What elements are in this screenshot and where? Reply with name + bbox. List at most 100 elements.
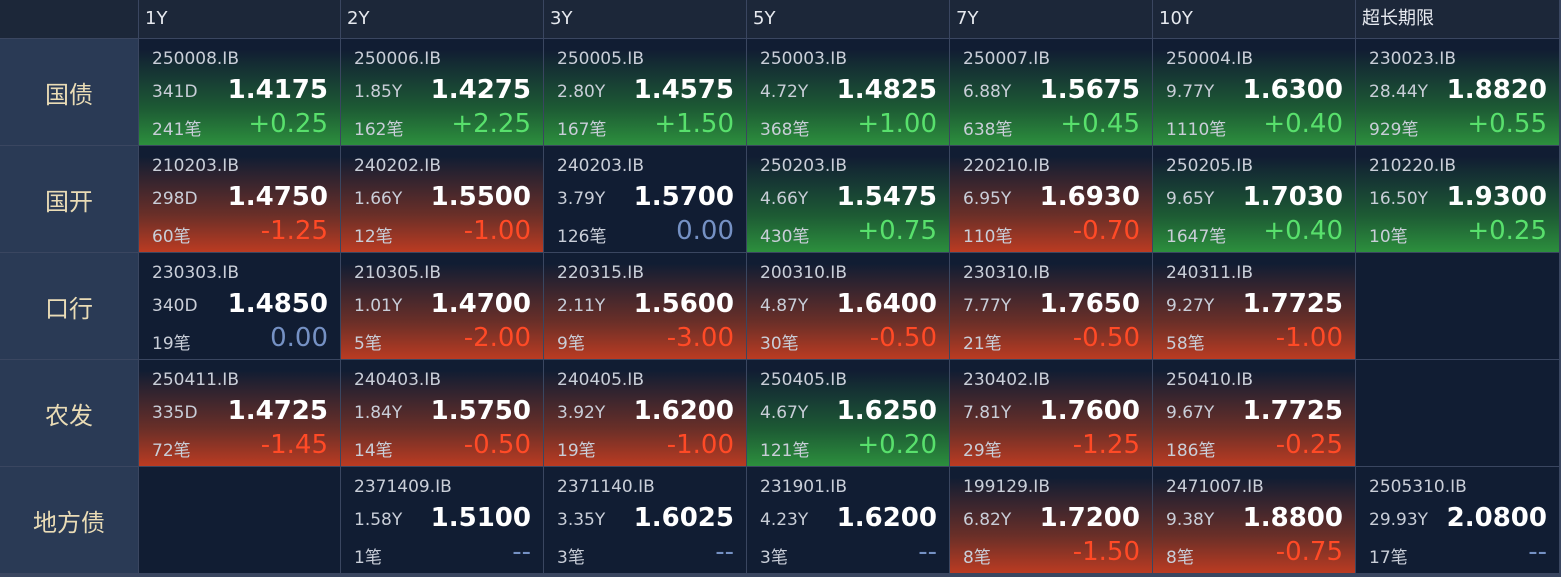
quote-cell[interactable]: 230303.IB 340D 1.4850 19笔 0.00	[139, 253, 340, 359]
yield-change: 0.00	[676, 216, 734, 246]
empty-cell	[1356, 253, 1559, 359]
quote-cell[interactable]: 240311.IB 9.27Y 1.7725 58笔 -1.00	[1153, 253, 1355, 359]
yield-change: -1.25	[260, 216, 328, 246]
remaining-term: 341D	[152, 82, 198, 102]
quote-cell[interactable]: 200310.IB 4.87Y 1.6400 30笔 -0.50	[747, 253, 949, 359]
remaining-term: 29.93Y	[1369, 510, 1429, 530]
column-header: 超长期限	[1356, 0, 1559, 38]
empty-cell	[139, 467, 340, 573]
remaining-term: 1.84Y	[354, 403, 403, 423]
yield-change: +1.50	[654, 109, 734, 139]
yield-change: -1.50	[1072, 537, 1140, 567]
quote-cell[interactable]: 230402.IB 7.81Y 1.7600 29笔 -1.25	[950, 360, 1152, 466]
yield: 1.7725	[1242, 396, 1343, 426]
quote-cell[interactable]: 250008.IB 341D 1.4175 241笔 +0.25	[139, 39, 340, 145]
yield-change: +0.25	[248, 109, 328, 139]
quote-cell[interactable]: 2471007.IB 9.38Y 1.8800 8笔 -0.75	[1153, 467, 1355, 573]
quote-cell[interactable]: 250410.IB 9.67Y 1.7725 186笔 -0.25	[1153, 360, 1355, 466]
quote-cell[interactable]: 250203.IB 4.66Y 1.5475 430笔 +0.75	[747, 146, 949, 252]
yield-change: -1.45	[260, 430, 328, 460]
quote-cell[interactable]: 250007.IB 6.88Y 1.5675 638笔 +0.45	[950, 39, 1152, 145]
trade-count: 10笔	[1369, 227, 1408, 247]
quote-cell[interactable]: 2371140.IB 3.35Y 1.6025 3笔 --	[544, 467, 746, 573]
quote-cell[interactable]: 250003.IB 4.72Y 1.4825 368笔 +1.00	[747, 39, 949, 145]
quote-cell[interactable]: 210203.IB 298D 1.4750 60笔 -1.25	[139, 146, 340, 252]
remaining-term: 4.23Y	[760, 510, 809, 530]
bond-code: 2505310.IB	[1369, 477, 1467, 497]
trade-count: 121笔	[760, 441, 810, 461]
remaining-term: 3.35Y	[557, 510, 606, 530]
trade-count: 12笔	[354, 227, 393, 247]
remaining-term: 9.65Y	[1166, 189, 1215, 209]
yield: 1.4700	[430, 289, 531, 319]
yield: 1.7600	[1039, 396, 1140, 426]
yield: 1.4275	[430, 75, 531, 105]
remaining-term: 9.38Y	[1166, 510, 1215, 530]
quote-cell[interactable]: 240202.IB 1.66Y 1.5500 12笔 -1.00	[341, 146, 543, 252]
quote-cell[interactable]: 240403.IB 1.84Y 1.5750 14笔 -0.50	[341, 360, 543, 466]
remaining-term: 9.77Y	[1166, 82, 1215, 102]
yield: 2.0800	[1446, 503, 1547, 533]
trade-count: 368笔	[760, 120, 810, 140]
trade-count: 1110笔	[1166, 120, 1227, 140]
trade-count: 126笔	[557, 227, 607, 247]
yield-change: -0.25	[1275, 430, 1343, 460]
quote-cell[interactable]: 210220.IB 16.50Y 1.9300 10笔 +0.25	[1356, 146, 1559, 252]
yield-change: --	[1528, 537, 1547, 567]
yield-change: +0.40	[1263, 109, 1343, 139]
quote-cell[interactable]: 199129.IB 6.82Y 1.7200 8笔 -1.50	[950, 467, 1152, 573]
quote-cell[interactable]: 240203.IB 3.79Y 1.5700 126笔 0.00	[544, 146, 746, 252]
quote-cell[interactable]: 2371409.IB 1.58Y 1.5100 1笔 --	[341, 467, 543, 573]
remaining-term: 340D	[152, 296, 198, 316]
yield: 1.5500	[430, 182, 531, 212]
yield: 1.5100	[430, 503, 531, 533]
bond-code: 250411.IB	[152, 370, 239, 390]
bond-code: 210220.IB	[1369, 156, 1456, 176]
quote-cell[interactable]: 240405.IB 3.92Y 1.6200 19笔 -1.00	[544, 360, 746, 466]
quote-cell[interactable]: 250411.IB 335D 1.4725 72笔 -1.45	[139, 360, 340, 466]
yield: 1.8800	[1242, 503, 1343, 533]
yield-change: -0.50	[869, 323, 937, 353]
yield: 1.4175	[227, 75, 328, 105]
yield-change: -3.00	[666, 323, 734, 353]
quote-cell[interactable]: 250006.IB 1.85Y 1.4275 162笔 +2.25	[341, 39, 543, 145]
remaining-term: 4.72Y	[760, 82, 809, 102]
remaining-term: 4.87Y	[760, 296, 809, 316]
bond-code: 250005.IB	[557, 49, 644, 69]
yield: 1.4725	[227, 396, 328, 426]
bond-code: 250203.IB	[760, 156, 847, 176]
yield-change: 0.00	[270, 323, 328, 353]
bond-code: 240403.IB	[354, 370, 441, 390]
yield-change: -1.00	[666, 430, 734, 460]
yield-change: +1.00	[857, 109, 937, 139]
quote-cell[interactable]: 220210.IB 6.95Y 1.6930 110笔 -0.70	[950, 146, 1152, 252]
remaining-term: 7.81Y	[963, 403, 1012, 423]
quote-cell[interactable]: 2505310.IB 29.93Y 2.0800 17笔 --	[1356, 467, 1559, 573]
yield: 1.5675	[1039, 75, 1140, 105]
bond-code: 250008.IB	[152, 49, 239, 69]
remaining-term: 6.82Y	[963, 510, 1012, 530]
quote-cell[interactable]: 250005.IB 2.80Y 1.4575 167笔 +1.50	[544, 39, 746, 145]
bond-code: 230303.IB	[152, 263, 239, 283]
quote-cell[interactable]: 230023.IB 28.44Y 1.8820 929笔 +0.55	[1356, 39, 1559, 145]
bond-code: 250004.IB	[1166, 49, 1253, 69]
bond-code: 230023.IB	[1369, 49, 1456, 69]
remaining-term: 9.27Y	[1166, 296, 1215, 316]
row-label: 地方债	[0, 467, 138, 573]
quote-cell[interactable]: 220315.IB 2.11Y 1.5600 9笔 -3.00	[544, 253, 746, 359]
quote-cell[interactable]: 230310.IB 7.77Y 1.7650 21笔 -0.50	[950, 253, 1152, 359]
yield: 1.7200	[1039, 503, 1140, 533]
quote-cell[interactable]: 250405.IB 4.67Y 1.6250 121笔 +0.20	[747, 360, 949, 466]
yield-change: +0.40	[1263, 216, 1343, 246]
quote-cell[interactable]: 210305.IB 1.01Y 1.4700 5笔 -2.00	[341, 253, 543, 359]
quote-cell[interactable]: 231901.IB 4.23Y 1.6200 3笔 --	[747, 467, 949, 573]
trade-count: 58笔	[1166, 334, 1205, 354]
quote-cell[interactable]: 250004.IB 9.77Y 1.6300 1110笔 +0.40	[1153, 39, 1355, 145]
bond-code: 2371140.IB	[557, 477, 655, 497]
trade-count: 3笔	[557, 548, 585, 568]
remaining-term: 7.77Y	[963, 296, 1012, 316]
quote-cell[interactable]: 250205.IB 9.65Y 1.7030 1647笔 +0.40	[1153, 146, 1355, 252]
yield: 1.6400	[836, 289, 937, 319]
yield: 1.8820	[1446, 75, 1547, 105]
remaining-term: 6.95Y	[963, 189, 1012, 209]
